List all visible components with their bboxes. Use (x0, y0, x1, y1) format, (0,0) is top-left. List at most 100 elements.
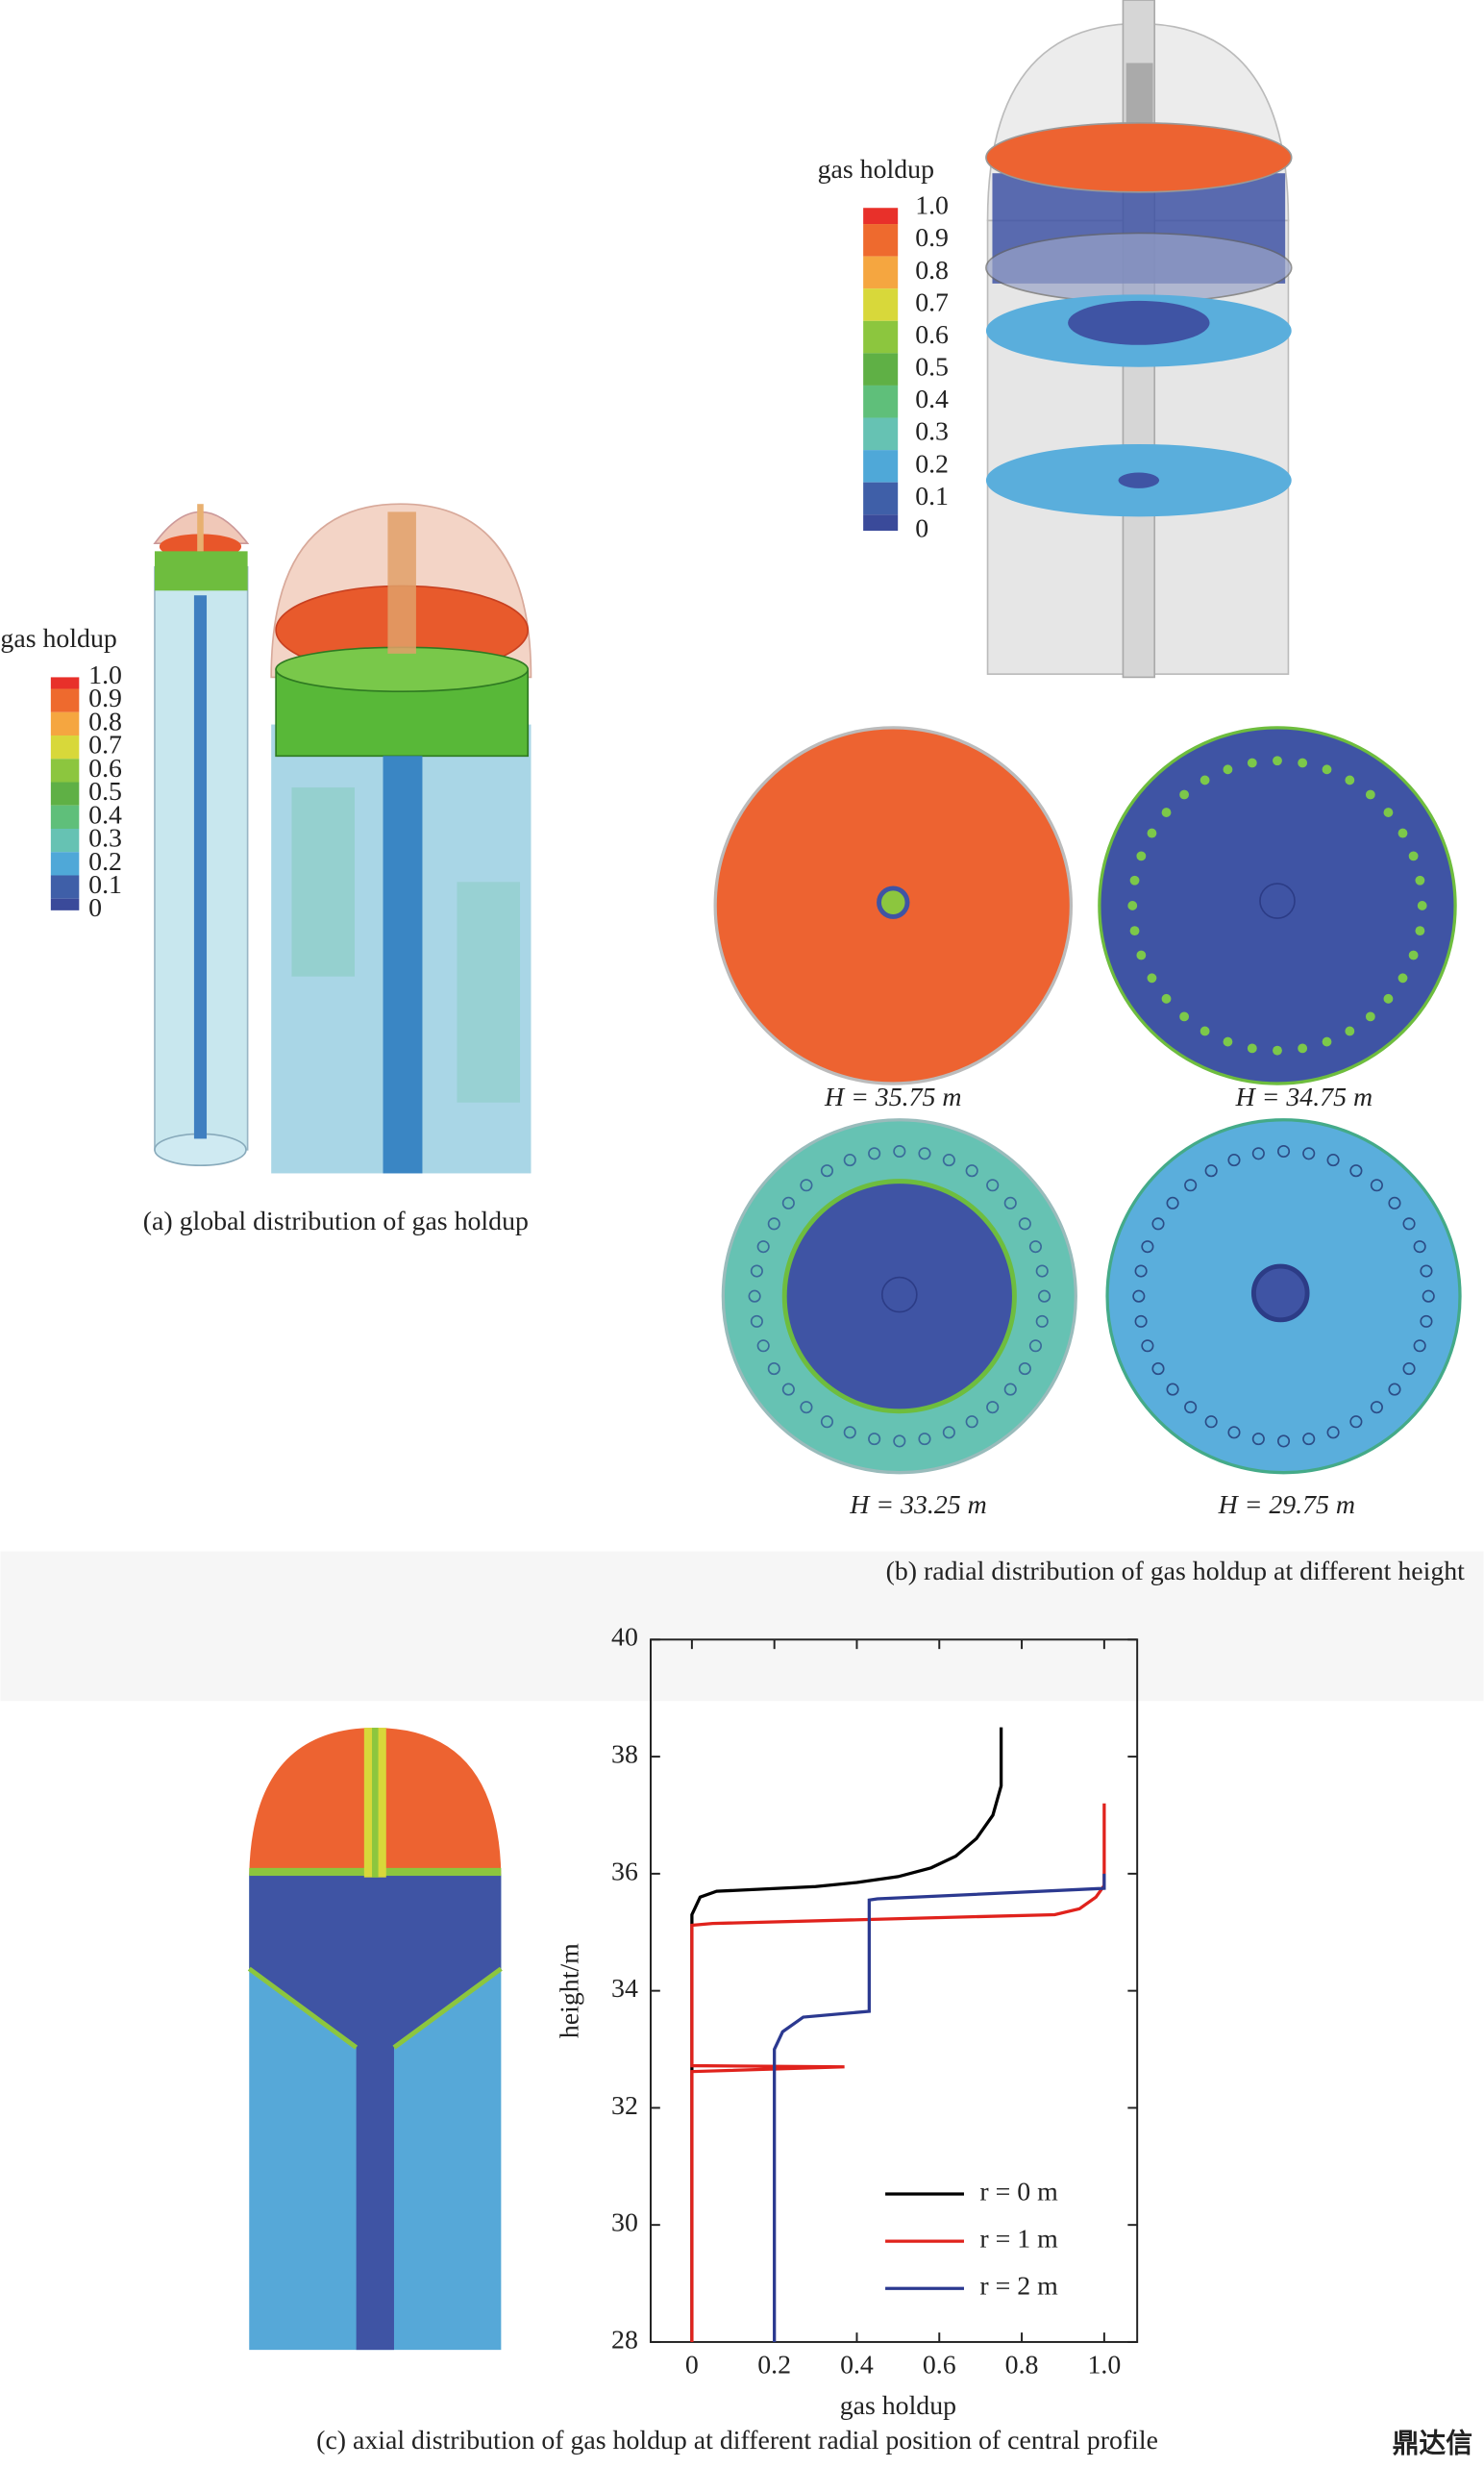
hole (1179, 1011, 1190, 1022)
hole (1322, 764, 1332, 775)
hole (1223, 1036, 1233, 1047)
hole (1018, 1217, 1031, 1231)
colorbar-label: 0.4 (915, 385, 949, 414)
colorbar-label: 0.8 (88, 707, 122, 736)
colorbar-label: 0.5 (88, 777, 122, 807)
hole (1132, 1289, 1146, 1303)
hole (1302, 1433, 1316, 1446)
hole (843, 1154, 856, 1167)
legend-label: r = 0 m (979, 2177, 1058, 2206)
hole (1003, 1196, 1017, 1209)
hole (1204, 1415, 1218, 1429)
hole (1247, 1043, 1257, 1054)
hole (750, 1264, 763, 1278)
hole (1204, 1164, 1218, 1178)
y-axis-label: height/m (555, 1943, 584, 2038)
hole (1247, 758, 1257, 768)
colorbar-label: 0.9 (88, 684, 122, 713)
colorbar-swatch (50, 805, 80, 830)
colorbar-swatch (863, 353, 899, 386)
colorbar-swatch (863, 417, 899, 451)
background-band (0, 1551, 1484, 1702)
y-tick-label: 34 (611, 1974, 638, 2004)
hole (918, 1147, 931, 1160)
colorbar-swatch (50, 759, 80, 783)
caption: (a) global distribution of gas holdup (143, 1207, 529, 1236)
hole (1397, 973, 1408, 984)
colorbar-label: 0.6 (915, 320, 949, 350)
hole (1251, 1147, 1265, 1160)
hole (1349, 1415, 1363, 1429)
hole (1184, 1179, 1198, 1192)
colorbar-label: 0.1 (88, 870, 122, 900)
hole (781, 1383, 795, 1396)
hole (1179, 789, 1190, 800)
colorbar-label: 0 (88, 893, 102, 923)
hole (1388, 1196, 1401, 1209)
section-label: H = 35.75 m (824, 1083, 961, 1112)
colorbar-label: 1.0 (915, 191, 949, 221)
colorbar-swatch (863, 320, 899, 354)
hole (1417, 901, 1427, 910)
x-tick-label: 0.6 (923, 2351, 956, 2381)
hole (1035, 1314, 1049, 1328)
hole (1415, 875, 1425, 885)
hole (1141, 1339, 1154, 1353)
colorbar-label: 0.7 (88, 731, 122, 760)
hole (1402, 1217, 1416, 1231)
hole (1147, 973, 1157, 984)
colorbar-label: 0.5 (915, 353, 949, 383)
hole (1129, 926, 1140, 936)
x-tick-label: 0 (685, 2351, 699, 2381)
hole (1136, 950, 1147, 960)
hole (1251, 1433, 1265, 1446)
hole (1035, 1264, 1049, 1278)
hole (1420, 1264, 1433, 1278)
hole (1161, 808, 1172, 817)
hole (965, 1415, 978, 1429)
series-line (690, 1803, 1106, 2342)
colorbar-label: 0.1 (915, 482, 949, 511)
hole (1018, 1362, 1031, 1376)
hole (1273, 1045, 1282, 1056)
hole (800, 1401, 813, 1414)
hole (986, 1401, 1000, 1414)
hole (767, 1217, 780, 1231)
hole (868, 1147, 881, 1160)
hole (1402, 1362, 1416, 1376)
colorbar-label: 0.7 (915, 287, 949, 317)
hole (1345, 775, 1355, 785)
hole (1184, 1401, 1198, 1414)
colorbar-swatch (50, 711, 80, 736)
hole (893, 1434, 906, 1448)
hole (1141, 1240, 1154, 1254)
hole (942, 1426, 955, 1439)
global-view (153, 503, 532, 1174)
hole (1388, 1383, 1401, 1396)
section-label: H = 29.75 m (1218, 1490, 1355, 1520)
hole (748, 1289, 761, 1303)
hole (1298, 758, 1308, 768)
colorbar-swatch (863, 288, 899, 321)
y-tick-label: 28 (611, 2325, 638, 2355)
colorbar-label: 0.6 (88, 754, 122, 784)
hole (1151, 1362, 1165, 1376)
hole (1147, 828, 1157, 838)
colorbar-label: 0.3 (915, 417, 949, 447)
y-tick-label: 38 (611, 1739, 638, 1769)
series-line (773, 1873, 1106, 2342)
colorbar-swatch (50, 782, 80, 806)
hole (1134, 1264, 1148, 1278)
hole (767, 1362, 780, 1376)
hole (986, 1179, 1000, 1192)
hole (756, 1339, 770, 1353)
hole (1326, 1154, 1340, 1167)
hole (1276, 1144, 1291, 1159)
hole (1298, 1043, 1308, 1054)
hole (1408, 950, 1419, 960)
hole (1028, 1339, 1042, 1353)
colorbar-swatch (50, 875, 80, 899)
colorbar-label: 0.4 (88, 800, 122, 830)
hole (1273, 756, 1282, 766)
